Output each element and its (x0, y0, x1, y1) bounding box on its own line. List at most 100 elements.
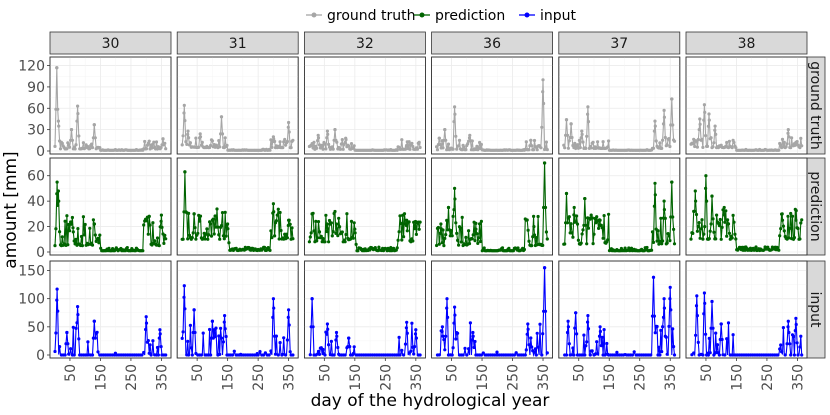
data-point (586, 112, 590, 116)
data-point (203, 237, 207, 241)
data-point (544, 230, 549, 234)
data-point (709, 222, 713, 226)
data-point (334, 231, 338, 235)
data-point (541, 243, 545, 247)
data-point (664, 335, 668, 339)
data-point (142, 350, 146, 355)
data-point (456, 238, 460, 242)
data-point (530, 345, 534, 349)
data-point (591, 140, 595, 144)
data-point (452, 120, 456, 124)
y-tick-label: 20 (27, 220, 45, 236)
data-point (398, 214, 402, 218)
column-strip-label: 36 (483, 36, 501, 52)
data-point (55, 298, 59, 302)
data-point (70, 138, 74, 142)
data-point (623, 246, 627, 250)
data-point (799, 136, 803, 140)
data-point (586, 105, 590, 109)
data-point (163, 233, 167, 237)
data-point (68, 229, 72, 233)
data-point (663, 135, 667, 140)
data-point (147, 214, 151, 218)
panel-input-36 (431, 260, 554, 359)
data-point (522, 247, 527, 252)
data-point (474, 221, 478, 225)
panel-border (431, 157, 554, 256)
data-point (181, 237, 185, 241)
data-point (325, 229, 329, 234)
data-point (276, 207, 280, 211)
data-point (663, 216, 667, 220)
data-point (183, 170, 187, 174)
data-point (465, 353, 469, 357)
data-point (527, 239, 531, 243)
data-point (444, 233, 448, 237)
data-point (217, 233, 221, 237)
data-point (529, 138, 533, 142)
data-point (340, 138, 344, 142)
data-point (668, 239, 672, 243)
data-point (334, 222, 339, 226)
data-point (786, 128, 790, 132)
x-tick-label: 350 (282, 364, 298, 391)
data-point (794, 209, 798, 213)
data-point (717, 224, 722, 228)
data-point (397, 230, 401, 234)
data-point (671, 327, 675, 331)
data-point (397, 335, 401, 339)
data-point (445, 297, 449, 301)
data-point (567, 215, 571, 219)
data-point (444, 138, 448, 142)
data-point (163, 141, 167, 145)
data-point (344, 232, 348, 237)
data-point (400, 138, 404, 142)
data-point (164, 353, 168, 357)
data-point (718, 217, 722, 222)
data-point (310, 297, 314, 301)
data-point (692, 351, 696, 355)
data-point (726, 321, 731, 325)
x-tick-label: 250 (124, 364, 140, 391)
data-point (589, 146, 593, 150)
data-point (661, 325, 665, 329)
data-point (670, 97, 674, 101)
data-point (71, 325, 75, 329)
data-point (708, 351, 712, 355)
data-point (212, 232, 216, 236)
data-point (413, 345, 417, 349)
data-point (185, 142, 189, 146)
data-point (796, 353, 800, 357)
data-point (795, 341, 799, 345)
data-point (478, 222, 482, 226)
data-point (798, 345, 802, 349)
data-point (479, 142, 483, 147)
data-point (796, 226, 800, 231)
data-point (65, 330, 69, 335)
data-point (575, 214, 579, 218)
data-point (141, 249, 145, 253)
data-point (563, 146, 567, 150)
data-point (284, 232, 289, 236)
data-point (147, 139, 151, 143)
data-point (69, 347, 73, 351)
data-point (90, 243, 95, 247)
data-point (793, 329, 797, 333)
facet-grid: 30 31 32 36 37 38 ground truth 0 30 60 90 120 predic… (18, 31, 826, 391)
x-tick-label: 250 (633, 364, 649, 391)
data-point (442, 338, 446, 342)
data-point (706, 124, 711, 128)
data-point (92, 123, 96, 127)
data-point (414, 225, 418, 229)
data-point (276, 353, 280, 357)
data-point (201, 331, 205, 335)
data-point (192, 212, 196, 216)
data-point (571, 235, 575, 239)
data-point (414, 336, 418, 340)
data-point (159, 145, 163, 150)
data-point (703, 301, 707, 305)
data-point (704, 186, 708, 190)
data-point (188, 323, 192, 327)
data-point (81, 215, 85, 219)
data-point (335, 227, 339, 231)
